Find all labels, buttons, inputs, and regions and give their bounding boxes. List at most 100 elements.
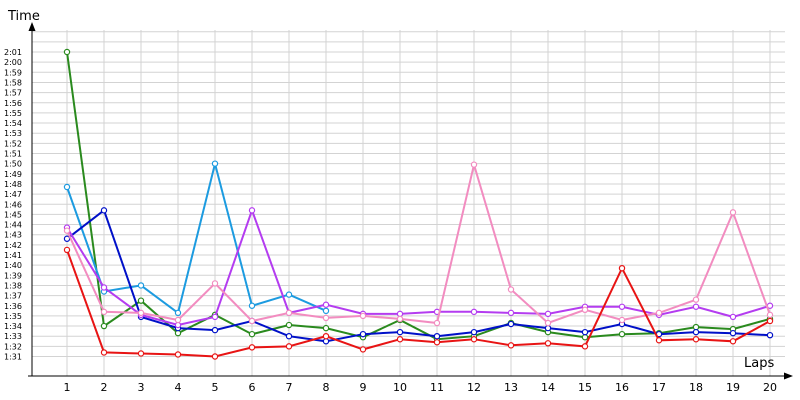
series-point bbox=[359, 346, 367, 353]
y-tick-label: 1:40 bbox=[4, 261, 22, 270]
series-point bbox=[433, 339, 441, 346]
series-point bbox=[470, 161, 478, 168]
series-point bbox=[322, 324, 330, 332]
x-tick-label: 7 bbox=[286, 381, 293, 394]
series-point bbox=[692, 336, 700, 343]
y-tick-label: 1:57 bbox=[4, 89, 22, 98]
series-point bbox=[285, 321, 293, 329]
y-tick-label: 1:48 bbox=[4, 180, 22, 189]
y-tick-label: 1:47 bbox=[4, 190, 22, 199]
series-point bbox=[618, 330, 626, 338]
series-point bbox=[396, 315, 404, 323]
series-point bbox=[285, 309, 293, 317]
series-point bbox=[248, 317, 256, 325]
series-point bbox=[322, 301, 330, 308]
y-axis-title: Time bbox=[7, 9, 40, 24]
series-point bbox=[285, 333, 293, 340]
series-point bbox=[137, 297, 145, 304]
x-tick-label: 4 bbox=[175, 381, 182, 394]
y-tick-label: 1:43 bbox=[4, 231, 22, 240]
series-point bbox=[729, 338, 737, 345]
y-tick-label: 1:31 bbox=[4, 353, 22, 362]
series-point bbox=[211, 313, 219, 321]
series-point bbox=[359, 330, 367, 338]
x-tick-label: 11 bbox=[430, 381, 444, 394]
series-point bbox=[692, 328, 700, 336]
y-tick-label: 1:38 bbox=[4, 281, 22, 290]
series-point bbox=[100, 308, 108, 316]
series-point bbox=[211, 326, 219, 334]
y-tick-label: 1:37 bbox=[4, 292, 22, 301]
y-tick-label: 1:45 bbox=[4, 210, 22, 219]
y-tick-label: 1:49 bbox=[4, 170, 22, 179]
series-point bbox=[137, 350, 145, 357]
series-point bbox=[211, 353, 219, 360]
x-tick-label: 2 bbox=[101, 381, 108, 394]
series-point bbox=[322, 314, 330, 322]
y-tick-label: 1:39 bbox=[4, 271, 22, 280]
tick-labels: 1:31 1:321:331:341:351:361:37 1:381:391:40… bbox=[4, 48, 777, 394]
y-tick-label: 1:44 bbox=[4, 221, 22, 230]
series-point bbox=[100, 284, 108, 291]
y-tick-label: 1:59 bbox=[4, 68, 22, 77]
x-tick-label: 6 bbox=[249, 381, 256, 394]
series-line bbox=[66, 51, 771, 341]
y-tick-label: 2:01 bbox=[4, 48, 22, 57]
y-tick-label: 1:56 bbox=[4, 99, 22, 108]
y-tick-label: 2:00 bbox=[4, 58, 22, 67]
series-point bbox=[174, 329, 182, 337]
y-tick-label: 1:51 bbox=[4, 150, 22, 159]
y-tick-label: 1:34 bbox=[4, 322, 22, 331]
series-point bbox=[137, 282, 145, 289]
series-point bbox=[766, 331, 774, 339]
series-point bbox=[285, 343, 293, 350]
series-point bbox=[618, 264, 626, 272]
series-point bbox=[544, 340, 552, 347]
y-tick-label: 1:41 bbox=[4, 251, 22, 260]
series-point bbox=[433, 333, 441, 340]
series-line bbox=[66, 208, 771, 343]
y-tick-label: 1:36 bbox=[4, 302, 22, 311]
series-point bbox=[729, 313, 737, 321]
y-tick-label: 1:42 bbox=[4, 241, 22, 250]
x-tick-label: 3 bbox=[138, 381, 145, 394]
x-tick-label: 12 bbox=[467, 381, 481, 394]
series-point bbox=[618, 316, 626, 324]
y-tick-label: 1:35 bbox=[4, 312, 22, 321]
series-point bbox=[766, 317, 774, 325]
series-point bbox=[655, 337, 663, 344]
series-point bbox=[396, 336, 404, 343]
series-point bbox=[174, 321, 182, 329]
series-point bbox=[544, 310, 552, 318]
series-point bbox=[766, 311, 774, 319]
series-point bbox=[396, 328, 404, 336]
x-axis-title: Laps bbox=[744, 356, 774, 371]
y-tick-label: 1:46 bbox=[4, 200, 22, 209]
x-tick-label: 1 bbox=[64, 381, 71, 394]
y-axis-arrow bbox=[28, 22, 36, 31]
series-point bbox=[100, 207, 108, 214]
series-group bbox=[63, 48, 774, 343]
series-point bbox=[581, 334, 589, 341]
x-tick-label: 18 bbox=[689, 381, 703, 394]
series-point bbox=[63, 246, 71, 254]
x-axis-arrow bbox=[784, 372, 793, 380]
x-tick-label: 20 bbox=[763, 381, 777, 394]
series-point bbox=[285, 291, 293, 298]
series-point bbox=[655, 309, 663, 317]
series-point bbox=[507, 342, 515, 349]
series-point bbox=[618, 303, 626, 310]
x-tick-label: 9 bbox=[360, 381, 367, 394]
y-tick-label: 1:54 bbox=[4, 119, 22, 128]
x-tick-label: 5 bbox=[212, 381, 219, 394]
series-line bbox=[66, 160, 771, 325]
series-point bbox=[359, 312, 367, 320]
series-line bbox=[66, 249, 771, 358]
series-point bbox=[692, 323, 700, 331]
series-point bbox=[174, 316, 182, 324]
x-tick-label: 19 bbox=[726, 381, 740, 394]
series-point bbox=[507, 309, 515, 317]
series-point bbox=[581, 343, 589, 350]
series-point bbox=[692, 303, 700, 310]
